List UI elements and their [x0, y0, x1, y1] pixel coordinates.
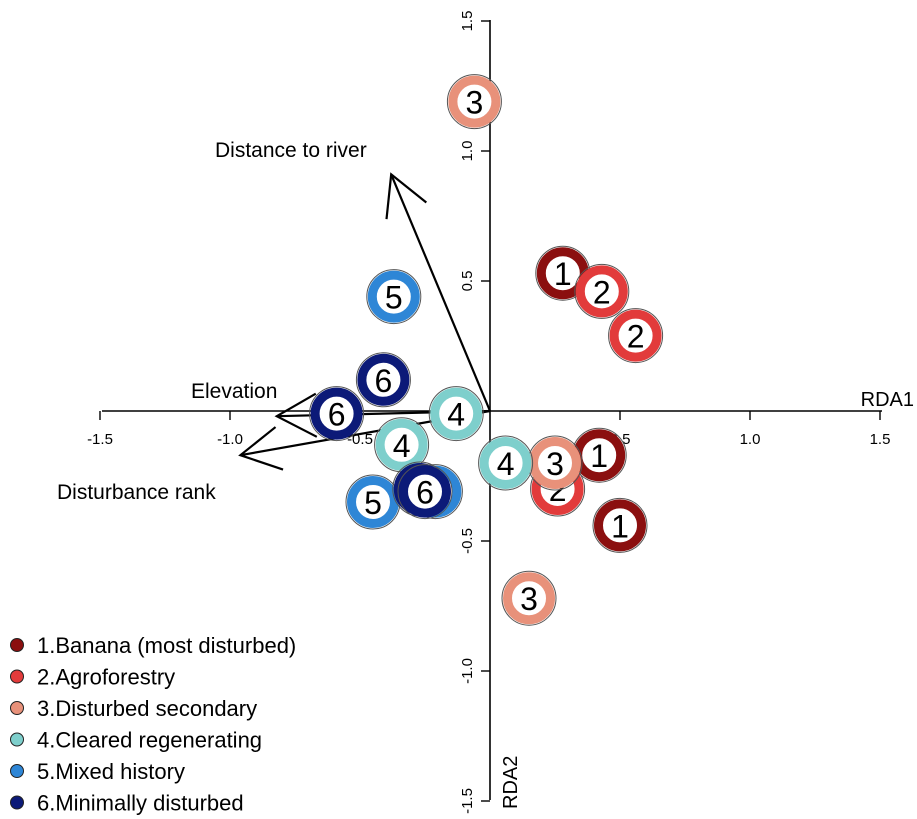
y-tick-label: -0.5	[459, 528, 476, 554]
legend: 1.Banana (most disturbed) 2.Agroforestry 3…	[10, 633, 296, 816]
point-label: 2	[593, 274, 611, 310]
y-tick-label: 0.5	[459, 271, 476, 292]
point-ring	[430, 387, 483, 440]
data-point: 4	[374, 417, 430, 473]
point-label: 3	[466, 85, 484, 121]
point-label: 6	[416, 475, 434, 511]
legend-marker	[10, 638, 24, 652]
data-points: 1112223334445556666	[309, 74, 664, 626]
point-label: 4	[497, 446, 515, 482]
data-point: 6	[355, 352, 411, 408]
point-outline	[478, 435, 534, 491]
point-label: 1	[590, 438, 608, 474]
legend-item: 1.Banana (most disturbed)	[10, 633, 296, 658]
y-tick-label: 1.5	[459, 11, 476, 32]
point-ring	[399, 465, 451, 518]
data-point: 2	[608, 308, 664, 364]
point-ring	[479, 437, 532, 489]
x-tick-label: -1.0	[217, 431, 243, 448]
legend-label: 1.Banana (most disturbed)	[37, 633, 296, 658]
data-point: 6	[309, 386, 365, 442]
vector-label: Distance to river	[215, 139, 367, 162]
legend-item: 6.Minimally disturbed	[10, 791, 244, 816]
point-label: 4	[393, 428, 411, 464]
data-point: 5	[345, 474, 401, 530]
point-ring	[575, 265, 628, 318]
x-ticks: -1.5 -1.0 -0.5 0.5 1.0 1.5	[87, 411, 890, 448]
legend-marker	[10, 701, 24, 715]
point-outline	[428, 386, 484, 442]
point-ring	[310, 387, 363, 440]
point-ring	[357, 353, 410, 406]
data-point: 3	[446, 74, 502, 130]
axes: -1.5 -1.0 -0.5 0.5 1.0 1.5 1.5 1.0 0.5 -0.5 -1.0 -…	[87, 11, 914, 814]
point-ring	[529, 437, 581, 489]
data-point: 1	[592, 497, 648, 553]
vector-label: Elevation	[191, 380, 277, 403]
point-ring	[375, 418, 428, 471]
point-ring	[594, 499, 646, 552]
point-outline	[446, 74, 502, 130]
legend-marker	[10, 764, 24, 778]
point-label: 6	[328, 397, 346, 433]
point-outline	[355, 352, 411, 408]
point-label: 4	[447, 397, 465, 433]
data-point: 5	[366, 269, 422, 325]
point-outline	[309, 386, 365, 442]
point-ring	[448, 75, 501, 128]
point-ring	[609, 309, 662, 362]
vector-arrow-head	[385, 172, 428, 220]
point-outline	[574, 263, 630, 319]
vector-arrow-head	[274, 392, 318, 438]
data-point: 2	[574, 263, 630, 319]
y-tick-label: -1.0	[459, 658, 476, 684]
point-label: 5	[385, 280, 403, 316]
legend-marker	[10, 669, 24, 684]
y-ticks: 1.5 1.0 0.5 -0.5 -1.0 -1.5	[459, 11, 490, 814]
point-label: 1	[554, 256, 572, 292]
point-outline	[366, 269, 422, 325]
point-label: 1	[611, 508, 629, 544]
y-tick-label: -1.5	[459, 788, 476, 814]
legend-item: 5.Mixed history	[10, 759, 185, 784]
y-axis-label: RDA2	[500, 756, 522, 809]
point-label: 5	[364, 485, 382, 521]
data-point: 4	[428, 386, 484, 442]
x-tick-label: -1.5	[87, 431, 113, 448]
legend-label: 2.Agroforestry	[37, 665, 175, 690]
point-outline	[592, 497, 648, 553]
legend-item: 3.Disturbed secondary	[10, 696, 257, 721]
legend-label: 4.Cleared regenerating	[37, 728, 262, 753]
x-tick-label: 1.0	[740, 431, 761, 448]
point-outline	[397, 464, 453, 520]
vector-arrow-head	[238, 426, 284, 471]
data-point: 3	[527, 435, 583, 491]
legend-item: 4.Cleared regenerating	[10, 728, 262, 753]
legend-label: 3.Disturbed secondary	[37, 696, 257, 721]
legend-label: 5.Mixed history	[37, 759, 185, 784]
data-point: 4	[478, 435, 534, 491]
point-ring	[503, 572, 555, 625]
vector-arrow-line	[390, 173, 492, 412]
vector-label: Disturbance rank	[57, 481, 216, 504]
point-label: 6	[375, 363, 393, 399]
point-label: 3	[520, 581, 538, 617]
point-outline	[501, 570, 557, 626]
data-point: 3	[501, 570, 557, 626]
data-point: 6	[397, 464, 453, 520]
point-label: 2	[627, 319, 645, 355]
point-ring	[367, 270, 420, 323]
y-tick-label: 1.0	[459, 141, 476, 162]
legend-item: 2.Agroforestry	[10, 665, 175, 690]
data-point: 1	[535, 245, 591, 301]
legend-marker	[10, 732, 24, 747]
x-tick-label: 1.5	[870, 431, 891, 448]
point-label: 3	[546, 446, 564, 482]
legend-label: 6.Minimally disturbed	[37, 791, 244, 816]
point-outline	[608, 308, 664, 364]
point-ring	[347, 476, 399, 528]
legend-marker	[10, 795, 24, 810]
x-axis-label: RDA1	[861, 389, 914, 411]
